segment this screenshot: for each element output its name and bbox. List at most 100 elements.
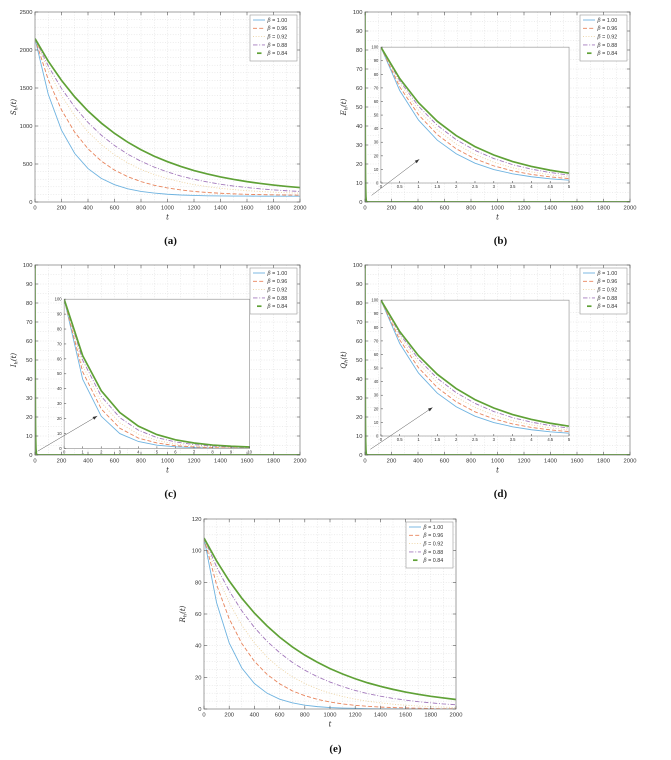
svg-text:50: 50 xyxy=(26,358,32,364)
svg-text:1200: 1200 xyxy=(517,206,530,212)
svg-text:400: 400 xyxy=(413,206,423,212)
panel-c-caption: (c) xyxy=(164,488,177,500)
svg-text:600: 600 xyxy=(109,206,119,212)
svg-text:9: 9 xyxy=(229,449,232,454)
series-line-2 xyxy=(63,299,250,449)
panel-e: 0 200 400 600 800 1000 1200 1400 1600 1800 2000 0 20… xyxy=(172,510,499,760)
y-axis-label: Qh(t) xyxy=(340,351,350,369)
svg-text:100: 100 xyxy=(22,263,32,269)
chart-c: 0 200 400 600 800 1000 1200 1400 1600 1800 2000010… xyxy=(7,257,334,481)
svg-text:1.5: 1.5 xyxy=(434,437,440,442)
svg-text:β = 0.92: β = 0.92 xyxy=(266,288,287,294)
svg-text:50: 50 xyxy=(373,366,378,371)
series-line-1 xyxy=(63,299,250,449)
chart-a: 0 200 400 600 800 1000 1200 1400 1600 1800 2000 0 50… xyxy=(7,4,334,228)
series-line-3 xyxy=(63,299,250,449)
svg-text:β = 0.84: β = 0.84 xyxy=(422,558,443,564)
svg-text:100: 100 xyxy=(371,45,379,50)
svg-text:0: 0 xyxy=(62,449,65,454)
svg-text:40: 40 xyxy=(56,386,61,391)
svg-text:1600: 1600 xyxy=(240,206,253,212)
svg-text:1000: 1000 xyxy=(323,713,336,719)
svg-text:20: 20 xyxy=(373,153,378,158)
y-axis-label: Sh(t) xyxy=(10,99,20,116)
series-line-4 xyxy=(34,38,300,189)
svg-text:200: 200 xyxy=(224,713,234,719)
inset: 0 0.5 1 1.5 2 2.5 3 3.5 4 4.5 50102030405060708090… xyxy=(371,45,570,189)
svg-text:600: 600 xyxy=(109,459,119,465)
svg-text:800: 800 xyxy=(466,459,476,465)
svg-text:1.5: 1.5 xyxy=(434,184,440,189)
svg-text:0: 0 xyxy=(376,180,379,185)
series-line-2 xyxy=(380,47,569,178)
svg-text:1: 1 xyxy=(81,449,84,454)
svg-text:40: 40 xyxy=(26,377,32,383)
svg-text:90: 90 xyxy=(356,29,362,35)
svg-text:20: 20 xyxy=(195,675,201,681)
series-line-4 xyxy=(203,537,456,701)
svg-text:5: 5 xyxy=(567,437,570,442)
svg-text:0: 0 xyxy=(29,200,32,206)
svg-text:β = 0.92: β = 0.92 xyxy=(266,35,287,41)
svg-text:2000: 2000 xyxy=(449,713,462,719)
svg-text:1000: 1000 xyxy=(491,206,504,212)
svg-text:2500: 2500 xyxy=(19,10,32,16)
svg-text:1800: 1800 xyxy=(597,206,610,212)
series-line-4 xyxy=(380,300,569,428)
svg-text:β = 0.92: β = 0.92 xyxy=(596,288,617,294)
svg-text:1400: 1400 xyxy=(214,206,227,212)
svg-text:80: 80 xyxy=(195,580,201,586)
svg-text:4.5: 4.5 xyxy=(547,437,553,442)
svg-text:1600: 1600 xyxy=(570,459,583,465)
svg-text:10: 10 xyxy=(26,434,32,440)
svg-text:0: 0 xyxy=(379,184,382,189)
svg-text:30: 30 xyxy=(56,401,61,406)
svg-text:β = 0.96: β = 0.96 xyxy=(266,26,287,32)
svg-text:2: 2 xyxy=(454,437,457,442)
svg-text:β = 1.00: β = 1.00 xyxy=(596,18,617,24)
svg-text:40: 40 xyxy=(195,644,201,650)
svg-text:200: 200 xyxy=(386,459,396,465)
series-line-1 xyxy=(203,537,456,709)
svg-text:5: 5 xyxy=(155,449,158,454)
svg-text:3: 3 xyxy=(492,184,495,189)
svg-text:50: 50 xyxy=(56,371,61,376)
svg-text:20: 20 xyxy=(56,416,61,421)
series-line-1 xyxy=(380,47,569,180)
svg-text:70: 70 xyxy=(373,85,378,90)
svg-text:30: 30 xyxy=(356,143,362,149)
svg-text:60: 60 xyxy=(373,352,378,357)
series-line-2 xyxy=(203,537,456,709)
series-line-4 xyxy=(63,299,250,448)
svg-text:1400: 1400 xyxy=(214,459,227,465)
svg-text:β = 1.00: β = 1.00 xyxy=(266,18,287,24)
svg-text:0: 0 xyxy=(363,206,366,212)
panel-b: 0 200 400 600 800 1000 1200 1400 1600 1800 2000 0 10… xyxy=(337,4,664,257)
svg-text:200: 200 xyxy=(56,206,66,212)
svg-text:7: 7 xyxy=(192,449,195,454)
svg-text:1200: 1200 xyxy=(348,713,361,719)
panel-a: 0 200 400 600 800 1000 1200 1400 1600 1800 2000 0 50… xyxy=(7,4,334,257)
svg-text:80: 80 xyxy=(373,72,378,77)
svg-text:0: 0 xyxy=(379,437,382,442)
svg-text:600: 600 xyxy=(439,459,449,465)
series-line-0 xyxy=(380,47,569,181)
svg-text:β = 0.96: β = 0.96 xyxy=(596,279,617,285)
svg-text:6: 6 xyxy=(174,449,177,454)
svg-text:0: 0 xyxy=(363,459,366,465)
x-axis-label: t xyxy=(166,467,169,475)
svg-text:90: 90 xyxy=(373,58,378,63)
plot-area-series xyxy=(34,38,300,197)
svg-text:0: 0 xyxy=(198,707,201,713)
svg-text:30: 30 xyxy=(373,393,378,398)
svg-text:1400: 1400 xyxy=(544,459,557,465)
y-axis-label: Ih(t) xyxy=(10,353,20,369)
series-line-2 xyxy=(380,300,569,431)
svg-text:600: 600 xyxy=(274,713,284,719)
svg-text:β = 0.84: β = 0.84 xyxy=(266,51,287,57)
svg-text:1: 1 xyxy=(417,437,420,442)
inset-series xyxy=(380,47,569,181)
inset: 0 0.5 1 1.5 2 2.5 3 3.5 4 4.5 50102030405060708090… xyxy=(371,298,570,442)
svg-text:4.5: 4.5 xyxy=(547,184,553,189)
